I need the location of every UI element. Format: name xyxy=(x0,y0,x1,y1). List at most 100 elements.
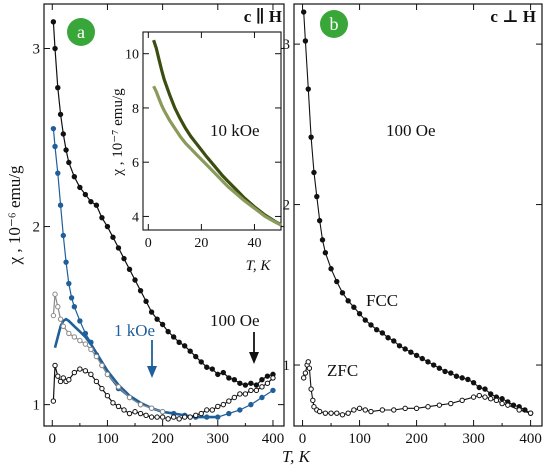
panel-a-series-4-point xyxy=(99,385,105,392)
inset-series-0-line xyxy=(152,39,282,227)
panel-b-series-1-point xyxy=(306,365,313,371)
panel-b-xtick-label: 0 xyxy=(299,431,307,447)
inset-ytick-label: 6 xyxy=(132,156,139,171)
panel-b-series-0-point xyxy=(373,327,380,333)
panel-a-series-1-point xyxy=(77,318,83,324)
panel-a-series-4-point xyxy=(176,416,182,422)
inset-plot xyxy=(152,39,282,227)
panel-a-series-0-point xyxy=(220,369,227,376)
panel-a-series-4-point xyxy=(115,403,122,410)
panel-a-ytick-label: 3 xyxy=(33,42,41,58)
panel-a-series-1-point xyxy=(60,232,67,239)
panel-b-series-0-point xyxy=(499,396,505,402)
panel-a-series-4-point xyxy=(181,414,188,420)
panel-a-series-1-point xyxy=(270,387,276,394)
panel-b-badge-label: b xyxy=(330,14,339,34)
panel-b-series-1-point xyxy=(499,400,505,407)
panel-a-series-4-point xyxy=(259,384,265,390)
panel-b-series-0-point xyxy=(465,376,471,383)
panel-a-series-0-point xyxy=(52,45,58,52)
panel-a-series-4-point xyxy=(170,414,177,420)
panel-a-series-0-point xyxy=(132,277,138,283)
panel-b-series-0-point xyxy=(470,379,477,386)
panel-b-series-1-point xyxy=(310,397,316,404)
panel-b-series-0-point xyxy=(419,355,425,362)
panel-a-series-1-point xyxy=(237,407,243,413)
panel-b-series-0-point xyxy=(408,349,414,355)
panel-a-series-0-point xyxy=(63,147,69,153)
panel-b-frame xyxy=(293,3,543,427)
panel-a-series-4-point xyxy=(226,398,232,404)
panel-a-series-0-point xyxy=(187,348,193,354)
panel-b-ytick-label: 2 xyxy=(283,198,291,214)
label-1koe: 1 kOe xyxy=(114,321,155,340)
panel-b-series-1-point xyxy=(448,400,454,407)
panel-b-series-1-point xyxy=(516,407,522,413)
panel-b-series-0-point xyxy=(430,362,437,368)
panel-b-series-0-point xyxy=(436,365,443,371)
panel-a-series-0-point xyxy=(77,184,83,191)
panel-a-series-4-point xyxy=(132,409,138,415)
panel-b-title: c ⊥ H xyxy=(490,7,536,26)
panel-a-series-3-point xyxy=(60,323,67,329)
panel-a-series-4-point xyxy=(126,410,133,417)
panel-a-series-0-point xyxy=(264,373,271,379)
panel-b-xtick-label: 100 xyxy=(348,431,371,447)
panel-a-series-0-point xyxy=(148,309,155,315)
panel-b-series-0-point xyxy=(425,359,431,365)
panel-a-series-4-point xyxy=(121,407,127,413)
panel-a-series-4-point xyxy=(165,416,171,422)
panel-a-series-4-point xyxy=(248,387,254,394)
panel-a-series-0-point xyxy=(115,245,122,251)
panel-a-series-0-point xyxy=(176,339,182,346)
panel-b-axes: 0 100 200 300 400 1 2 3 xyxy=(283,4,542,447)
panel-a-ytick-label: 1 xyxy=(33,398,41,414)
inset-ytick-label: 10 xyxy=(125,48,139,63)
panel-b-series-0-point xyxy=(413,352,420,359)
panel-a-series-0-point xyxy=(231,377,238,383)
panel-a-plot xyxy=(50,19,276,422)
inset-xtick-label: 40 xyxy=(247,236,261,251)
panel-a-series-3-point xyxy=(71,334,78,340)
panel-a-series-3-point xyxy=(55,304,61,310)
panel-b-series-1-point xyxy=(334,410,340,416)
panel-b-series-0-point xyxy=(319,237,326,243)
panel-a-series-3-point xyxy=(88,346,94,353)
panel-a-series-4-point xyxy=(137,410,144,417)
panel-a-series-0-point xyxy=(126,266,133,273)
panel-b-series-0-point xyxy=(314,193,320,200)
panel-b-series-0-point xyxy=(351,304,357,310)
panel-a-series-0-point xyxy=(82,191,89,198)
panel-b-series-1-point xyxy=(362,407,368,413)
label-zfc: ZFC xyxy=(327,361,358,380)
panel-a-series-0-point xyxy=(104,223,111,230)
panel-a-series-0-point xyxy=(253,382,260,388)
panel-a-series-4-point xyxy=(71,369,78,376)
panel-b-series-1-point xyxy=(476,392,482,399)
panel-a-series-0-point xyxy=(165,328,171,335)
panel-b-series-0-point xyxy=(453,373,460,379)
panel-a-series-0-point xyxy=(215,371,221,378)
x-axis-label: T, K xyxy=(282,447,312,466)
panel-b-series-0-point xyxy=(334,278,340,285)
panel-a-series-3-point xyxy=(159,409,166,415)
panel-a-series-1-point xyxy=(68,295,75,301)
panel-a-badge-circle xyxy=(67,18,95,46)
panel-a-series-4-point xyxy=(220,401,227,408)
panel-a-series-1-point xyxy=(55,170,61,176)
panel-b-series-0-point xyxy=(308,134,314,140)
panel-a-series-1-point xyxy=(71,304,78,310)
panel-b-series-0-point xyxy=(402,346,408,352)
panel-a-series-2-line xyxy=(53,317,218,419)
panel-b-series-1-point xyxy=(322,410,329,416)
panel-a-series-4-point xyxy=(231,394,238,401)
panel-a-series-0-point xyxy=(110,234,116,240)
panel-a-series-0-point xyxy=(88,198,94,205)
panel-b-series-0-point xyxy=(362,317,368,323)
panel-a-series-0-point xyxy=(71,174,78,180)
panel-a-series-4-point xyxy=(209,407,215,413)
panel-b-badge: b xyxy=(320,10,348,38)
panel-b-series-0-point xyxy=(379,330,386,336)
panel-a-series-4-point xyxy=(104,393,111,399)
